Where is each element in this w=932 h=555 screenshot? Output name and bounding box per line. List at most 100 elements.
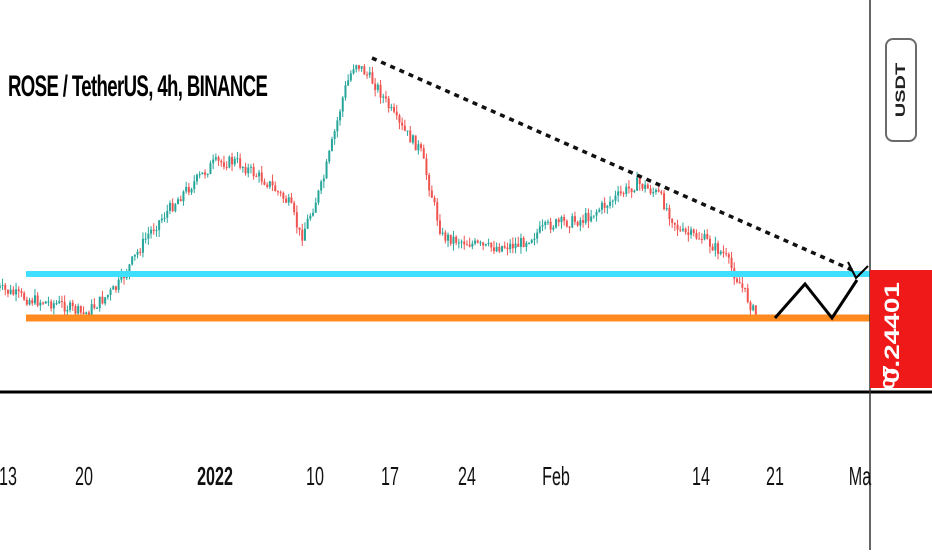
candle-body — [433, 197, 436, 203]
candle-body — [471, 243, 474, 247]
candle-body — [236, 158, 239, 160]
candle-body — [665, 208, 668, 210]
candle-body — [150, 229, 153, 234]
candle-body — [395, 111, 398, 116]
downtrend-line[interactable] — [371, 56, 853, 272]
candle-body — [174, 204, 177, 212]
candle-body — [79, 306, 82, 313]
candle-body — [50, 301, 53, 309]
candle-body — [492, 247, 495, 252]
candle-body — [722, 251, 725, 254]
candle-body — [749, 302, 752, 311]
candle-body — [525, 242, 528, 247]
candle-body — [468, 244, 471, 247]
candle-body — [654, 189, 657, 193]
candle-body — [366, 74, 369, 76]
candle-body — [333, 131, 336, 140]
candle-body — [614, 195, 617, 201]
candle-body — [206, 174, 209, 176]
candle-body — [6, 289, 9, 294]
candle-body — [441, 232, 444, 234]
candle-body — [487, 242, 490, 245]
candle-body — [555, 219, 558, 228]
candle-body — [1, 284, 4, 286]
candle-body — [252, 166, 255, 177]
candle-body — [4, 284, 7, 290]
candle-body — [530, 239, 533, 243]
candle-body — [352, 69, 355, 74]
currency-selector-button[interactable]: USDT — [885, 38, 917, 142]
candle-body — [479, 242, 482, 244]
candle-body — [606, 205, 609, 208]
candle-body — [609, 201, 612, 206]
candle-body — [649, 188, 652, 194]
candle-body — [641, 183, 644, 189]
candle-body — [63, 301, 66, 312]
candle-body — [708, 238, 711, 247]
candle-body — [495, 246, 498, 252]
candle-body — [274, 185, 277, 192]
candle-body — [9, 289, 12, 294]
candle-body — [463, 241, 466, 245]
candles-group — [0, 63, 757, 321]
candle-body — [692, 229, 695, 234]
candle-body — [282, 192, 285, 199]
candle-body — [573, 216, 576, 222]
candle-body — [584, 213, 587, 223]
candle-body — [85, 312, 88, 314]
candle-body — [511, 243, 514, 249]
candle-body — [322, 178, 325, 182]
candle-body — [136, 251, 139, 255]
candle-body — [258, 172, 261, 177]
candle-body — [42, 302, 45, 304]
candle-body — [139, 251, 142, 253]
candle-body — [717, 243, 720, 254]
bar-countdown: 01:55:07 — [879, 365, 899, 388]
candle-body — [538, 226, 541, 233]
candle-body — [447, 234, 450, 241]
candle-body — [293, 202, 296, 213]
candle-body — [268, 181, 271, 187]
candle-body — [220, 160, 223, 163]
candle-body — [279, 192, 282, 194]
candle-body — [703, 233, 706, 240]
candle-body — [314, 202, 317, 213]
candle-body — [544, 221, 547, 226]
candle-body — [563, 217, 566, 221]
candle-body — [295, 212, 298, 228]
candle-body — [20, 291, 23, 293]
candle-body — [82, 312, 85, 314]
candle-body — [425, 158, 428, 175]
candle-body — [187, 187, 190, 193]
candle-body — [144, 238, 147, 240]
candle-body — [93, 304, 96, 309]
currency-label: USDT — [892, 62, 909, 118]
projection-path[interactable] — [773, 279, 859, 321]
candle-body — [676, 224, 679, 230]
candle-body — [306, 218, 309, 229]
candle-body — [630, 188, 633, 193]
candle-body — [484, 244, 487, 246]
candle-body — [571, 216, 574, 228]
candle-body — [536, 232, 539, 239]
candle-body — [36, 295, 39, 306]
candle-body — [201, 172, 204, 175]
candle-body — [517, 243, 520, 247]
candle-body — [190, 188, 193, 193]
candle-body — [735, 278, 738, 283]
candle-body — [627, 186, 630, 189]
candle-body — [166, 210, 169, 218]
candle-body — [501, 246, 504, 252]
candle-body — [706, 233, 709, 239]
candle-body — [114, 286, 117, 290]
last-price-tag: 0.24401 01:55:07 — [870, 270, 932, 388]
candle-body — [112, 286, 115, 290]
candle-body — [141, 238, 144, 253]
x-tick-label: 20 — [75, 461, 93, 491]
candle-body — [725, 253, 728, 255]
candle-body — [90, 304, 93, 316]
candle-body — [160, 218, 163, 221]
x-tick-label: 24 — [458, 461, 476, 491]
